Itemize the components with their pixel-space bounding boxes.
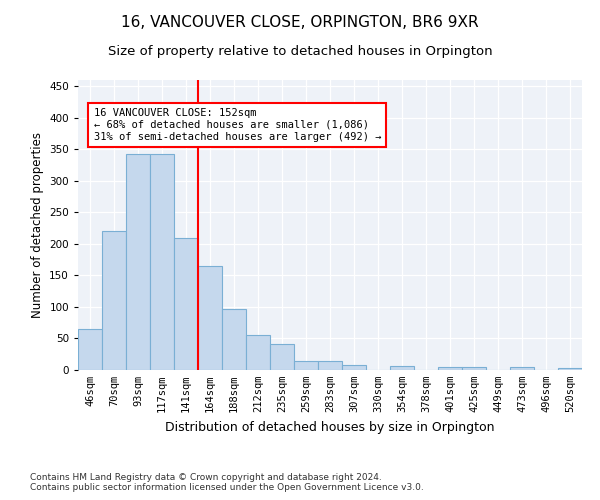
Bar — [222, 309, 246, 370]
Bar — [342, 365, 366, 370]
Bar — [462, 368, 486, 370]
Bar — [438, 367, 462, 370]
X-axis label: Distribution of detached houses by size in Orpington: Distribution of detached houses by size … — [165, 420, 495, 434]
Text: 16 VANCOUVER CLOSE: 152sqm
← 68% of detached houses are smaller (1,086)
31% of s: 16 VANCOUVER CLOSE: 152sqm ← 68% of deta… — [94, 108, 381, 142]
Bar — [294, 360, 318, 370]
Bar — [558, 368, 582, 370]
Bar — [510, 367, 534, 370]
Y-axis label: Number of detached properties: Number of detached properties — [31, 132, 44, 318]
Bar — [102, 232, 126, 370]
Bar — [150, 154, 174, 370]
Bar — [318, 360, 342, 370]
Text: 16, VANCOUVER CLOSE, ORPINGTON, BR6 9XR: 16, VANCOUVER CLOSE, ORPINGTON, BR6 9XR — [121, 15, 479, 30]
Bar — [270, 344, 294, 370]
Bar — [174, 238, 198, 370]
Bar — [126, 154, 150, 370]
Bar — [198, 266, 222, 370]
Text: Contains HM Land Registry data © Crown copyright and database right 2024.
Contai: Contains HM Land Registry data © Crown c… — [30, 473, 424, 492]
Text: Size of property relative to detached houses in Orpington: Size of property relative to detached ho… — [107, 45, 493, 58]
Bar — [246, 334, 270, 370]
Bar — [390, 366, 414, 370]
Bar — [78, 329, 102, 370]
